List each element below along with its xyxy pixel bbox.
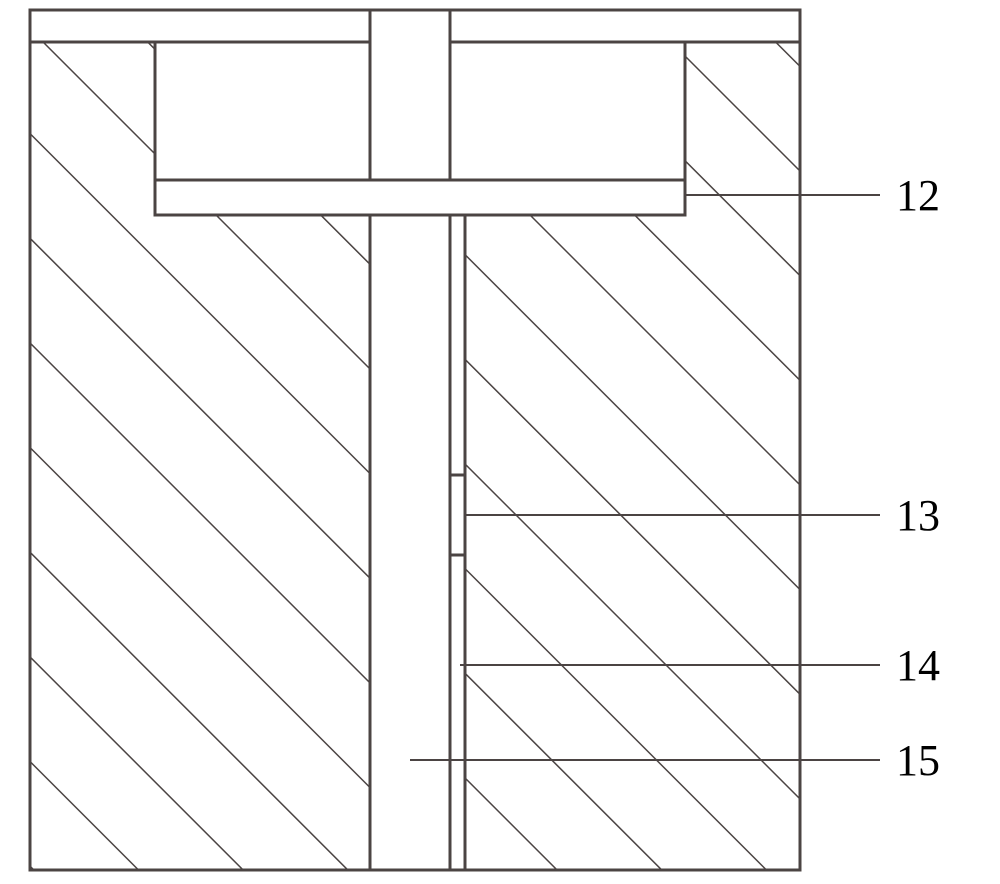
label-l13-label: 13 [896, 491, 940, 540]
left-solid-body [30, 42, 370, 870]
plate-12 [155, 180, 685, 215]
label-l12-label: 12 [896, 171, 940, 220]
label-l14-label: 14 [896, 641, 940, 690]
right-solid-body [465, 42, 800, 870]
label-l15-label: 15 [896, 736, 940, 785]
